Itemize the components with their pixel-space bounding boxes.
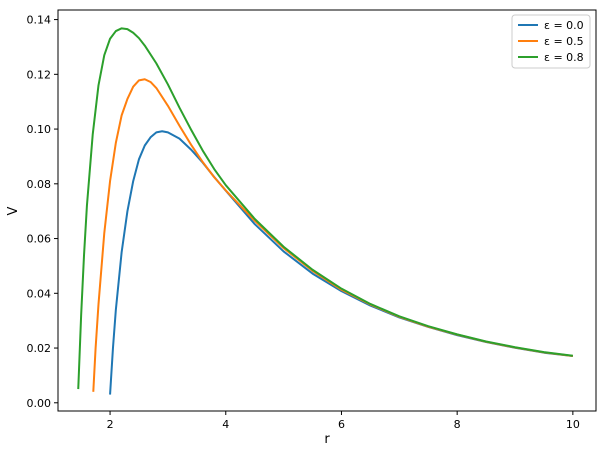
y-tick-label: 0.02 bbox=[27, 342, 52, 355]
x-tick-label: 10 bbox=[566, 418, 580, 431]
y-tick-label: 0.00 bbox=[27, 397, 52, 410]
y-tick-label: 0.10 bbox=[27, 123, 52, 136]
y-tick-label: 0.14 bbox=[27, 14, 52, 27]
x-axis: 2 4 6 8 10 bbox=[107, 411, 580, 431]
legend-label-0: ε = 0.0 bbox=[544, 19, 584, 32]
y-axis: 0.00 0.02 0.04 0.06 0.08 0.10 0.12 0.14 bbox=[27, 14, 58, 410]
x-tick-label: 6 bbox=[338, 418, 345, 431]
legend-box bbox=[511, 14, 591, 69]
plot-frame bbox=[57, 9, 597, 412]
series-layer bbox=[77, 27, 573, 395]
y-tick-label: 0.04 bbox=[27, 287, 52, 300]
x-axis-label: r bbox=[324, 432, 330, 447]
legend-label-2: ε = 0.8 bbox=[544, 51, 584, 64]
legend: ε = 0.0 ε = 0.5 ε = 0.8 bbox=[511, 14, 591, 69]
y-tick-label: 0.06 bbox=[27, 233, 52, 246]
y-axis-label: V bbox=[6, 206, 21, 215]
x-tick-label: 4 bbox=[222, 418, 229, 431]
series-line-2 bbox=[77, 27, 573, 390]
y-tick-label: 0.08 bbox=[27, 178, 52, 191]
x-tick-label: 2 bbox=[107, 418, 114, 431]
legend-label-1: ε = 0.5 bbox=[544, 35, 584, 48]
x-tick-label: 8 bbox=[454, 418, 461, 431]
y-tick-label: 0.12 bbox=[27, 68, 52, 81]
